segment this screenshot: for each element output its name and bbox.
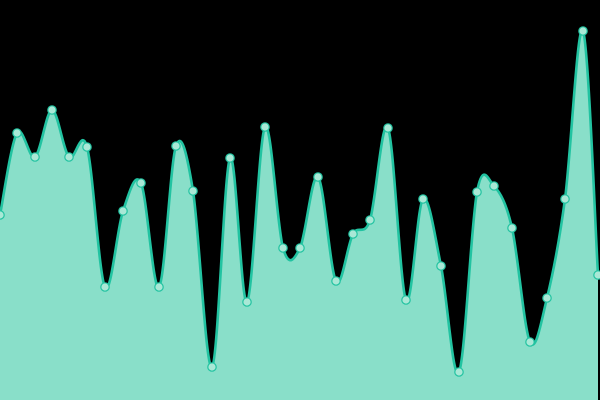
data-point-marker[interactable] xyxy=(260,122,270,132)
data-point-marker[interactable] xyxy=(171,141,181,151)
data-point-marker[interactable] xyxy=(593,270,600,280)
data-point-marker[interactable] xyxy=(383,123,393,133)
data-point-marker[interactable] xyxy=(12,128,22,138)
area-line-path xyxy=(0,29,600,375)
data-point-markers xyxy=(0,26,600,377)
data-point-marker[interactable] xyxy=(30,152,40,162)
data-point-marker[interactable] xyxy=(136,178,146,188)
data-point-marker[interactable] xyxy=(525,337,535,347)
data-point-marker[interactable] xyxy=(472,187,482,197)
data-point-marker[interactable] xyxy=(348,229,358,239)
data-point-marker[interactable] xyxy=(82,142,92,152)
data-point-marker[interactable] xyxy=(331,276,341,286)
data-point-marker[interactable] xyxy=(436,261,446,271)
data-point-marker[interactable] xyxy=(100,282,110,292)
data-point-marker[interactable] xyxy=(401,295,411,305)
data-point-marker[interactable] xyxy=(313,172,323,182)
data-point-marker[interactable] xyxy=(64,152,74,162)
data-point-marker[interactable] xyxy=(154,282,164,292)
data-point-marker[interactable] xyxy=(507,223,517,233)
data-point-marker[interactable] xyxy=(489,181,499,191)
data-point-marker[interactable] xyxy=(47,105,57,115)
data-point-marker[interactable] xyxy=(295,243,305,253)
data-point-marker[interactable] xyxy=(242,297,252,307)
data-point-marker[interactable] xyxy=(365,215,375,225)
data-point-marker[interactable] xyxy=(578,26,588,36)
data-point-marker[interactable] xyxy=(225,153,235,163)
data-point-marker[interactable] xyxy=(188,186,198,196)
area-fill-path xyxy=(0,30,598,400)
data-point-marker[interactable] xyxy=(454,367,464,377)
data-point-marker[interactable] xyxy=(278,243,288,253)
data-point-marker[interactable] xyxy=(0,210,5,220)
data-point-marker[interactable] xyxy=(118,206,128,216)
data-point-marker[interactable] xyxy=(418,194,428,204)
data-point-marker[interactable] xyxy=(560,194,570,204)
data-point-marker[interactable] xyxy=(207,362,217,372)
data-point-marker[interactable] xyxy=(542,293,552,303)
